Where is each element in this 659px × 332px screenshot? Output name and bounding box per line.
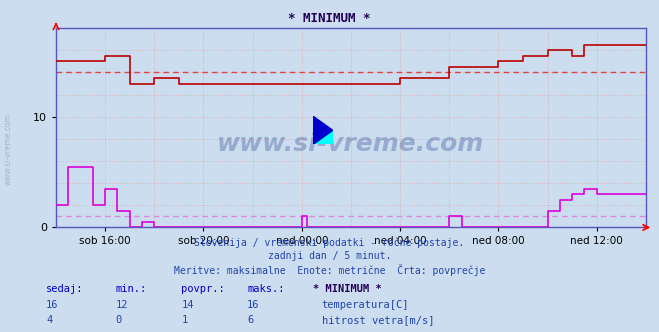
Text: povpr.:: povpr.: bbox=[181, 284, 225, 294]
Text: min.:: min.: bbox=[115, 284, 146, 294]
Text: temperatura[C]: temperatura[C] bbox=[322, 300, 409, 310]
Text: www.si-vreme.com: www.si-vreme.com bbox=[3, 114, 13, 185]
Text: zadnji dan / 5 minut.: zadnji dan / 5 minut. bbox=[268, 251, 391, 261]
Text: hitrost vetra[m/s]: hitrost vetra[m/s] bbox=[322, 315, 434, 325]
Text: Slovenija / vremenski podatki - ročne postaje.: Slovenija / vremenski podatki - ročne po… bbox=[194, 237, 465, 248]
Text: * MINIMUM *: * MINIMUM * bbox=[288, 12, 371, 25]
Text: 12: 12 bbox=[115, 300, 128, 310]
Text: 16: 16 bbox=[46, 300, 59, 310]
Polygon shape bbox=[313, 130, 333, 144]
Text: 16: 16 bbox=[247, 300, 260, 310]
Polygon shape bbox=[313, 116, 333, 144]
Text: maks.:: maks.: bbox=[247, 284, 285, 294]
Text: 14: 14 bbox=[181, 300, 194, 310]
Text: 6: 6 bbox=[247, 315, 253, 325]
Text: Meritve: maksimalne  Enote: metrične  Črta: povprečje: Meritve: maksimalne Enote: metrične Črta… bbox=[174, 264, 485, 276]
Text: sedaj:: sedaj: bbox=[46, 284, 84, 294]
Text: * MINIMUM *: * MINIMUM * bbox=[313, 284, 382, 294]
Text: 4: 4 bbox=[46, 315, 52, 325]
Text: 0: 0 bbox=[115, 315, 121, 325]
Text: www.si-vreme.com: www.si-vreme.com bbox=[217, 132, 484, 156]
Text: 1: 1 bbox=[181, 315, 187, 325]
